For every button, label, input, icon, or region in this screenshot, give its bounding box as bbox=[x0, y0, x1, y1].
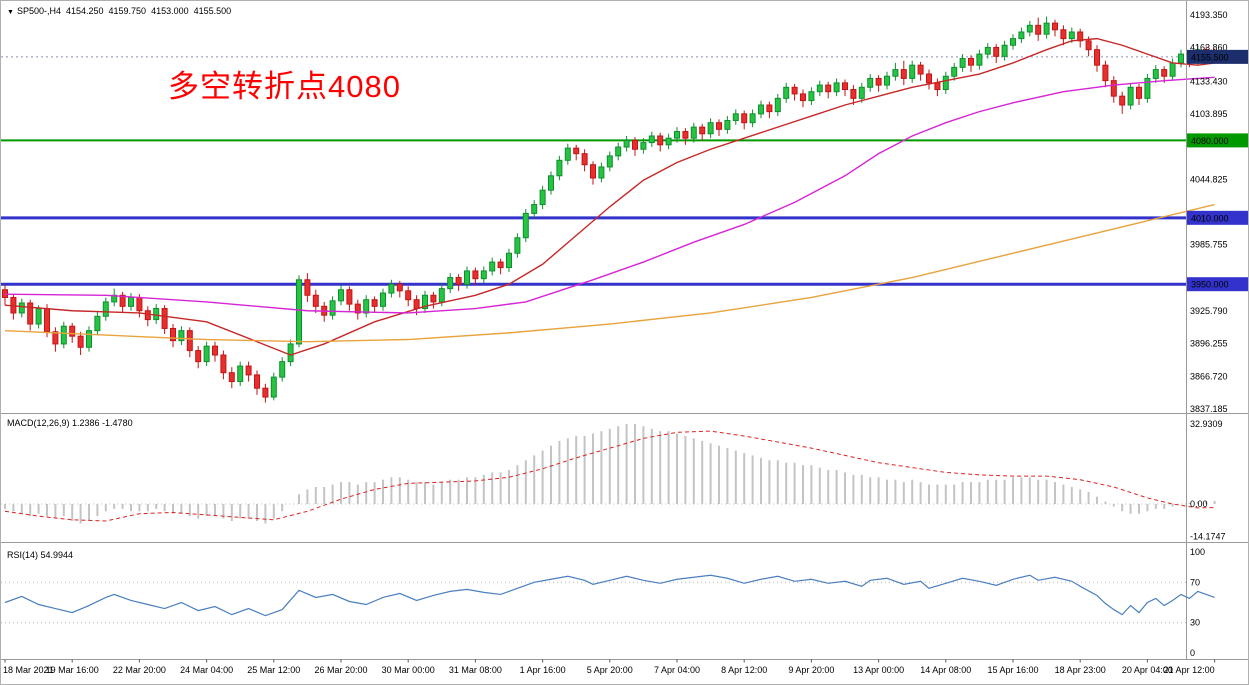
svg-text:4103.895: 4103.895 bbox=[1190, 109, 1228, 119]
svg-text:3985.755: 3985.755 bbox=[1190, 240, 1228, 250]
collapse-arrow-icon[interactable]: ▼ bbox=[7, 9, 14, 16]
svg-text:4193.350: 4193.350 bbox=[1190, 10, 1228, 20]
svg-text:7 Apr 04:00: 7 Apr 04:00 bbox=[654, 665, 700, 675]
ohlc-close: 4155.500 bbox=[193, 6, 232, 16]
svg-text:4163.860: 4163.860 bbox=[1190, 43, 1228, 53]
svg-text:15 Apr 16:00: 15 Apr 16:00 bbox=[987, 665, 1038, 675]
svg-text:-14.1747: -14.1747 bbox=[1190, 532, 1226, 542]
svg-text:32.9309: 32.9309 bbox=[1190, 419, 1223, 429]
ohlc-low: 4153.000 bbox=[151, 6, 189, 16]
price-axis-labels: 4193.350 4163.860 4133.430 4103.895 4044.825… bbox=[1190, 10, 1228, 414]
svg-text:20 Apr 04:00: 20 Apr 04:00 bbox=[1122, 665, 1173, 675]
symbol-info-bar: ▼ SP500-,H4 4154.250 4159.750 4153.000 4155.5… bbox=[7, 6, 236, 18]
svg-text:22 Mar 20:00: 22 Mar 20:00 bbox=[113, 665, 166, 675]
svg-text:3866.720: 3866.720 bbox=[1190, 371, 1228, 381]
svg-text:3837.185: 3837.185 bbox=[1190, 404, 1228, 414]
svg-text:26 Mar 20:00: 26 Mar 20:00 bbox=[314, 665, 367, 675]
svg-text:18 Apr 23:00: 18 Apr 23:00 bbox=[1055, 665, 1106, 675]
svg-text:21 Apr 12:00: 21 Apr 12:00 bbox=[1164, 665, 1215, 675]
svg-text:19 Mar 16:00: 19 Mar 16:00 bbox=[46, 665, 99, 675]
svg-text:25 Mar 12:00: 25 Mar 12:00 bbox=[247, 665, 300, 675]
rsi-panel: 100 70 30 0 bbox=[1, 547, 1215, 658]
svg-text:18 Mar 2021: 18 Mar 2021 bbox=[3, 665, 54, 675]
macd-panel: 32.9309 0.00 -14.1747 bbox=[1, 419, 1226, 542]
symbol-name: SP500-,H4 bbox=[16, 6, 61, 16]
svg-text:9 Apr 20:00: 9 Apr 20:00 bbox=[788, 665, 834, 675]
svg-text:14 Apr 08:00: 14 Apr 08:00 bbox=[920, 665, 971, 675]
svg-text:3950.000: 3950.000 bbox=[1191, 280, 1229, 290]
svg-text:1 Apr 16:00: 1 Apr 16:00 bbox=[520, 665, 566, 675]
svg-text:30 Mar 00:00: 30 Mar 00:00 bbox=[382, 665, 435, 675]
svg-text:4080.000: 4080.000 bbox=[1191, 136, 1229, 146]
annotation-text[interactable]: 多空转折点4080 bbox=[168, 69, 401, 104]
ohlc-high: 4159.750 bbox=[108, 6, 147, 16]
svg-text:0.00: 0.00 bbox=[1190, 499, 1208, 509]
ohlc-open: 4154.250 bbox=[65, 6, 104, 16]
svg-text:4133.430: 4133.430 bbox=[1190, 76, 1228, 86]
svg-text:4155.500: 4155.500 bbox=[1191, 52, 1229, 62]
rsi-indicator-label: RSI(14) 54.9944 bbox=[7, 550, 74, 560]
svg-text:3925.790: 3925.790 bbox=[1190, 306, 1228, 316]
svg-text:4010.000: 4010.000 bbox=[1191, 213, 1229, 223]
svg-text:3896.255: 3896.255 bbox=[1190, 339, 1228, 349]
candles-layer bbox=[2, 16, 1218, 403]
price-axis-area[interactable] bbox=[1184, 1, 1248, 659]
time-axis-area[interactable] bbox=[1, 657, 1186, 684]
svg-text:31 Mar 08:00: 31 Mar 08:00 bbox=[449, 665, 502, 675]
svg-text:5 Apr 20:00: 5 Apr 20:00 bbox=[587, 665, 633, 675]
panel-frame bbox=[1, 1, 1248, 660]
macd-indicator-label: MACD(12,26,9) 1.2386 -1.4780 bbox=[7, 418, 133, 428]
svg-text:100: 100 bbox=[1190, 547, 1205, 557]
svg-text:24 Mar 04:00: 24 Mar 04:00 bbox=[180, 665, 233, 675]
svg-text:0: 0 bbox=[1190, 648, 1195, 658]
level-lines-layer bbox=[1, 139, 1186, 286]
moving-averages-layer bbox=[4, 37, 1215, 356]
svg-text:30: 30 bbox=[1190, 618, 1200, 628]
price-axis-tags: 4080.000 4010.000 3950.000 4155.500 bbox=[1187, 49, 1248, 292]
svg-text:70: 70 bbox=[1190, 577, 1200, 587]
svg-text:8 Apr 12:00: 8 Apr 12:00 bbox=[721, 665, 767, 675]
svg-text:4044.825: 4044.825 bbox=[1190, 174, 1228, 184]
svg-text:13 Apr 00:00: 13 Apr 00:00 bbox=[853, 665, 904, 675]
